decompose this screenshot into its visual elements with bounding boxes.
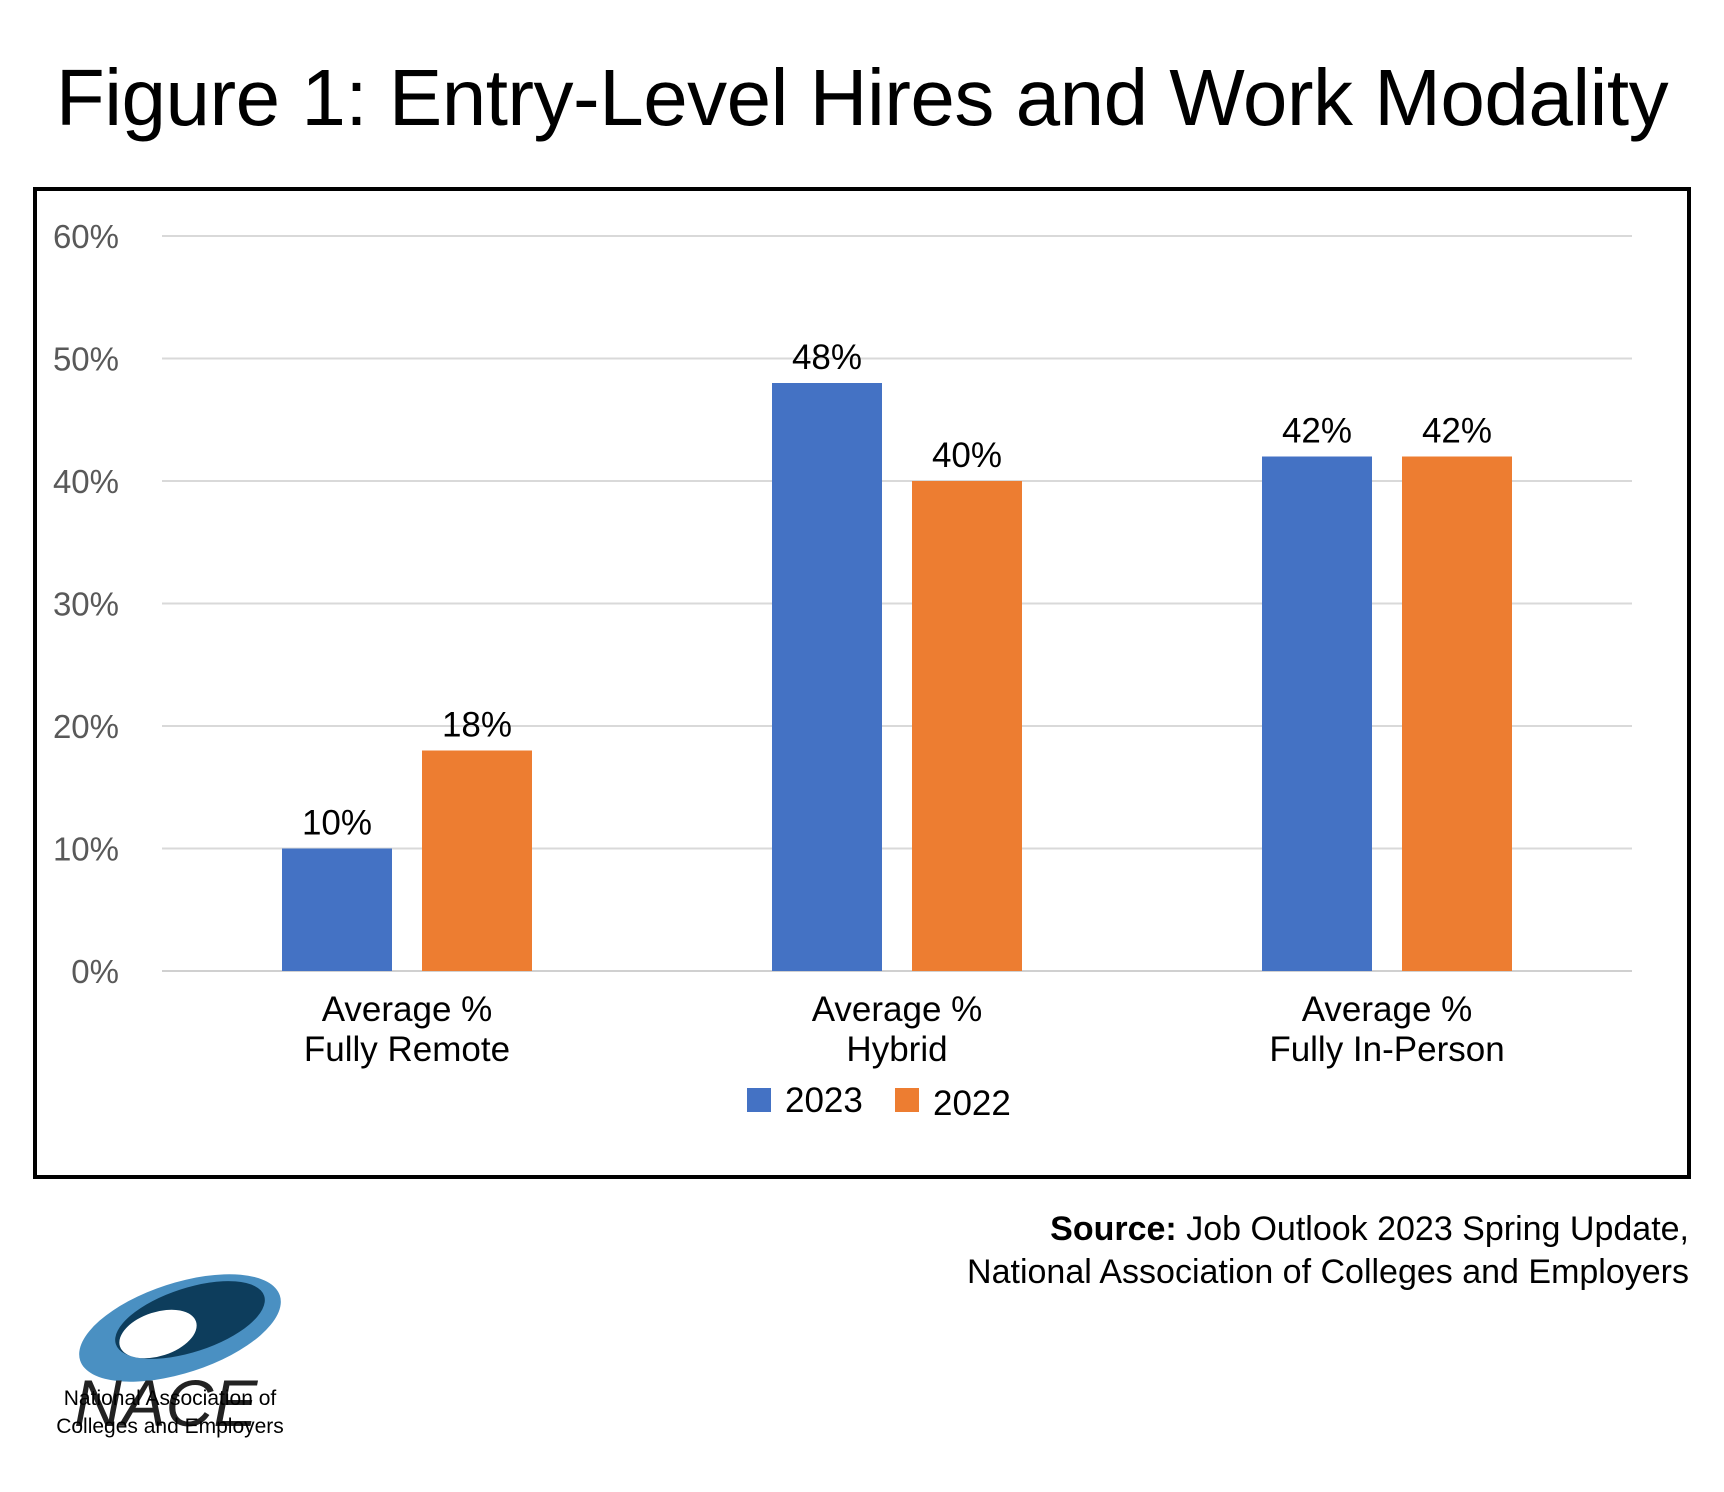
bar-2023 (282, 848, 392, 971)
x-tick-label: Hybrid (846, 1030, 947, 1069)
x-tick-label: Average % (322, 990, 493, 1029)
data-label: 10% (302, 804, 372, 843)
y-tick-label: 10% (53, 831, 119, 868)
logo-caption: National Association of Colleges and Emp… (56, 1387, 284, 1438)
bar-2023 (772, 383, 882, 971)
x-tick-label: Fully Remote (304, 1030, 510, 1069)
y-tick-label: 30% (53, 586, 119, 623)
x-tick-label: Fully In-Person (1269, 1030, 1504, 1069)
source-label: Source: (1050, 1210, 1177, 1248)
legend-swatch-2022 (895, 1088, 919, 1112)
nace-logo: NACE (74, 1274, 281, 1440)
chart-title: Figure 1: Entry-Level Hires and Work Mod… (55, 53, 1669, 142)
y-tick-label: 60% (53, 218, 119, 255)
source-line2: National Association of Colleges and Emp… (967, 1253, 1689, 1291)
y-tick-label: 40% (53, 463, 119, 500)
logo-wordmark: NACE (74, 1366, 258, 1440)
x-tick-label: Average % (1302, 990, 1473, 1029)
data-label: 42% (1282, 412, 1352, 451)
chart-frame: 0% 10% 20% 30% 40% 50% 60% 10% 18% Average % Fully… (33, 187, 1691, 1179)
bar-2022 (912, 481, 1022, 971)
x-tick-label: Average % (812, 990, 983, 1029)
y-tick-label: 20% (53, 708, 119, 745)
legend-label: 2023 (785, 1081, 863, 1120)
data-label: 18% (442, 706, 512, 745)
data-label: 42% (1422, 412, 1492, 451)
bar-chart: 0%10%20%30%40%50%60%10%18%Average %Fully… (53, 218, 1632, 1123)
source-note: Source: Job Outlook 2023 Spring Update, … (967, 1208, 1689, 1294)
y-tick-label: 0% (71, 953, 119, 990)
legend-label: 2022 (933, 1084, 1011, 1123)
bar-2022 (422, 750, 532, 971)
bar-2022 (1402, 456, 1512, 971)
logo-swoosh-hole (119, 1309, 197, 1359)
data-label: 48% (792, 338, 862, 377)
legend-swatch-2023 (747, 1088, 771, 1112)
y-tick-label: 50% (53, 341, 119, 378)
source-line1: Job Outlook 2023 Spring Update, (1186, 1210, 1689, 1248)
data-label: 40% (932, 436, 1002, 475)
bar-2023 (1262, 456, 1372, 971)
